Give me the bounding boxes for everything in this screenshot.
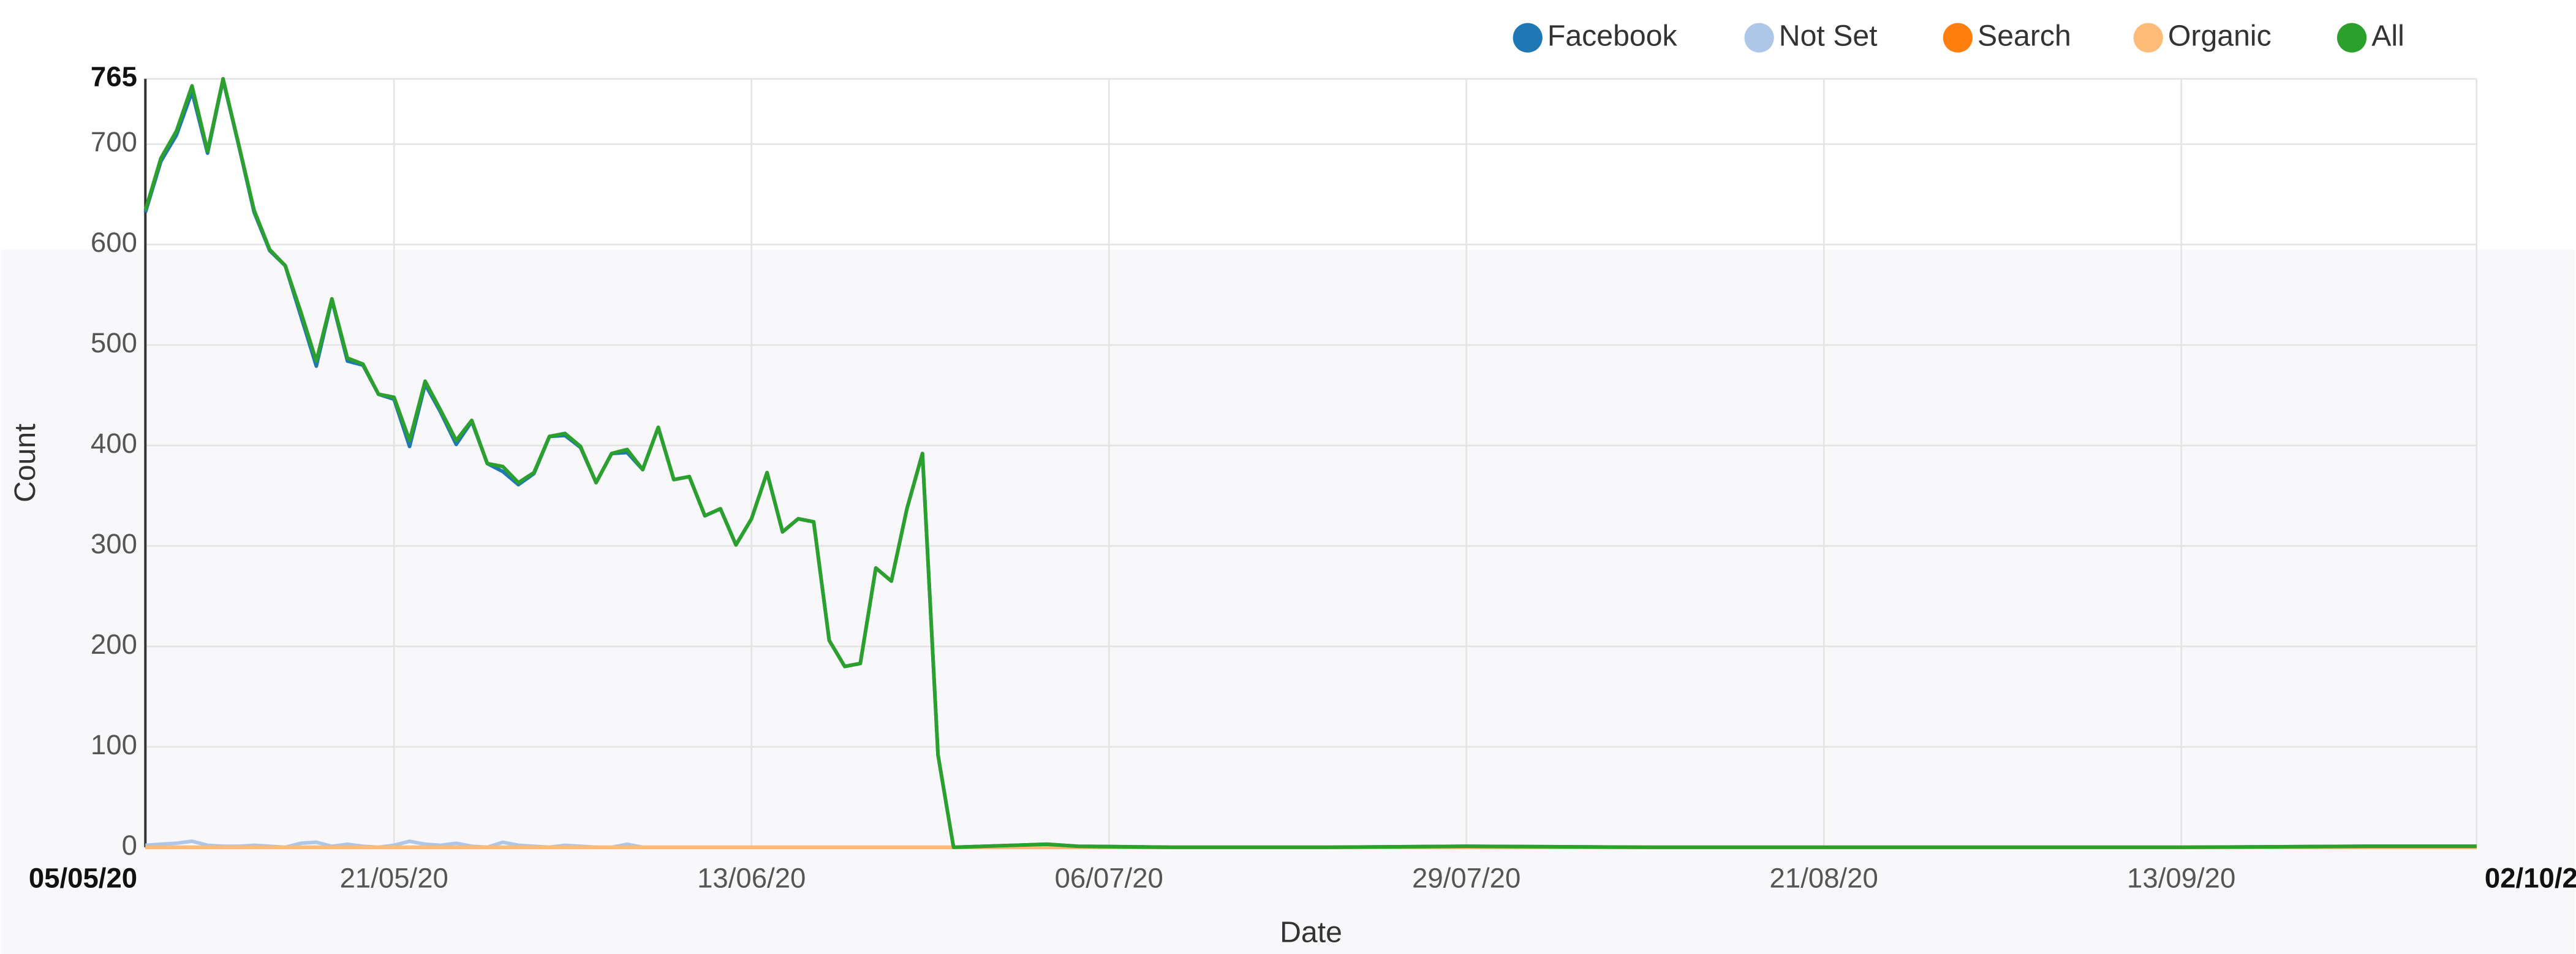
- x-axis-title: Date: [1280, 916, 1342, 949]
- x-tick-label: 05/05/20: [29, 862, 137, 893]
- y-tick-label: 765: [91, 61, 137, 93]
- x-tick-label: 21/08/20: [1770, 862, 1878, 893]
- y-tick-label: 0: [122, 830, 137, 861]
- y-tick-label: 600: [91, 227, 137, 258]
- legend-label: Not Set: [1779, 19, 1878, 52]
- panel-background: [1, 249, 2575, 954]
- legend-label: Organic: [2168, 19, 2272, 52]
- y-tick-label: 500: [91, 327, 137, 358]
- legend-label: All: [2371, 19, 2404, 52]
- legend-swatch: [1744, 23, 1774, 53]
- x-tick-label: 29/07/20: [1412, 862, 1520, 893]
- legend-swatch: [1513, 23, 1543, 53]
- series-line: [143, 77, 2477, 849]
- x-tick-label: 13/09/20: [2127, 862, 2235, 893]
- x-tick-label: 02/10/20: [2485, 862, 2576, 893]
- y-tick-label: 100: [91, 729, 137, 760]
- y-tick-label: 200: [91, 629, 137, 660]
- x-tick-label: 13/06/20: [697, 862, 806, 893]
- y-axis-title: Count: [9, 423, 42, 502]
- legend-swatch: [2133, 23, 2163, 53]
- y-tick-label: 300: [91, 528, 137, 559]
- x-tick-label: 06/07/20: [1055, 862, 1163, 893]
- y-tick-label: 700: [91, 126, 137, 157]
- x-tick-label: 21/05/20: [340, 862, 448, 893]
- legend-label: Search: [1977, 19, 2071, 52]
- y-tick-label: 400: [91, 428, 137, 459]
- legend-label: Facebook: [1547, 19, 1678, 52]
- legend-swatch: [1943, 23, 1973, 53]
- legend-swatch: [2336, 23, 2367, 53]
